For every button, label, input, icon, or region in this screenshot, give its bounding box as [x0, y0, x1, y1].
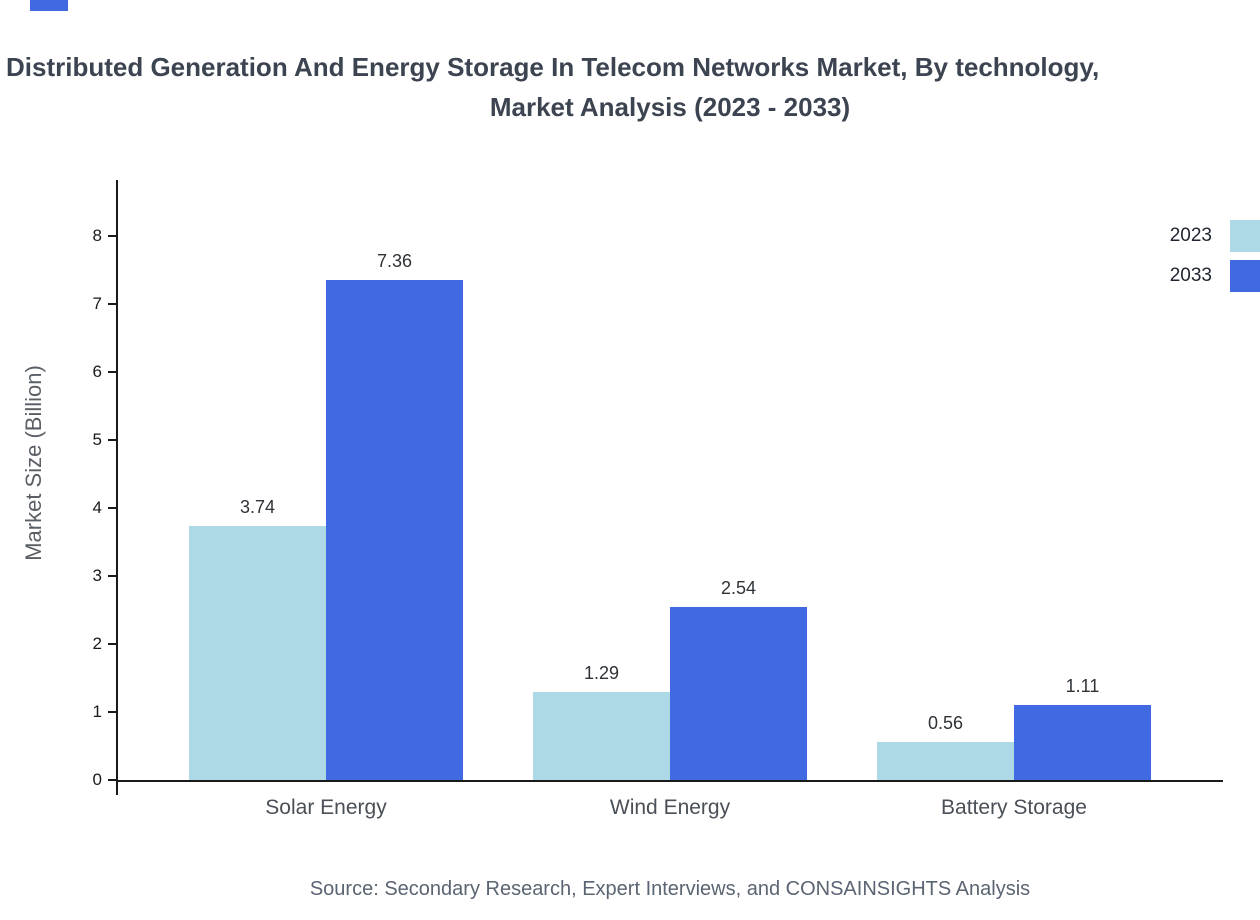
y-tick-mark	[108, 507, 116, 509]
x-category-label-solar-energy: Solar Energy	[265, 796, 387, 819]
y-tick-label: 8	[92, 226, 102, 245]
bar-battery-storage-2023	[877, 742, 1014, 780]
y-tick-mark	[108, 235, 116, 237]
bar-battery-storage-2033	[1014, 705, 1151, 780]
y-tick-mark	[108, 439, 116, 441]
legend-swatch-2023	[1230, 220, 1260, 252]
y-tick-mark	[108, 779, 116, 781]
legend-item-2033: 2033	[1170, 260, 1260, 292]
top-left-blue-mark	[30, 0, 68, 11]
bar-value-label-solar-energy-2023: 3.74	[239, 497, 276, 517]
bar-solar-energy-2033	[326, 280, 463, 780]
legend-item-2023: 2023	[1170, 220, 1260, 252]
source-note: Source: Secondary Research, Expert Inter…	[309, 878, 1031, 900]
y-tick-mark	[108, 371, 116, 373]
bar-solar-energy-2023	[189, 526, 326, 780]
y-tick-label: 6	[92, 362, 102, 381]
chart-title-line1: Distributed Generation And Energy Storag…	[6, 52, 1100, 82]
legend-label-2033: 2033	[1169, 265, 1212, 286]
legend-swatch-2033	[1230, 260, 1260, 292]
x-category-label-battery-storage: Battery Storage	[941, 796, 1087, 819]
x-axis-line	[116, 780, 1223, 782]
y-tick-label: 0	[92, 770, 102, 789]
y-tick-label: 5	[92, 430, 102, 449]
y-tick-label: 2	[92, 634, 102, 653]
y-tick-mark	[108, 303, 116, 305]
bar-value-label-battery-storage-2023: 0.56	[927, 713, 964, 733]
y-axis-line	[116, 180, 118, 795]
y-tick-mark	[108, 575, 116, 577]
x-category-label-wind-energy: Wind Energy	[609, 796, 731, 819]
y-tick-label: 1	[92, 702, 102, 721]
y-tick-label: 4	[92, 498, 102, 517]
y-tick-label: 7	[92, 294, 102, 313]
chart-title-line2: Market Analysis (2023 - 2033)	[489, 92, 851, 122]
bar-value-label-wind-energy-2023: 1.29	[583, 663, 620, 683]
y-tick-mark	[108, 711, 116, 713]
y-tick-mark	[108, 643, 116, 645]
bar-value-label-solar-energy-2033: 7.36	[376, 251, 413, 271]
bar-wind-energy-2023	[533, 692, 670, 780]
bar-value-label-battery-storage-2033: 1.11	[1065, 676, 1100, 696]
legend: 2023 2033	[1170, 220, 1260, 292]
bar-wind-energy-2033	[670, 607, 807, 780]
bar-value-label-wind-energy-2033: 2.54	[720, 578, 757, 598]
y-tick-label: 3	[92, 566, 102, 585]
legend-label-2023: 2023	[1169, 225, 1212, 246]
